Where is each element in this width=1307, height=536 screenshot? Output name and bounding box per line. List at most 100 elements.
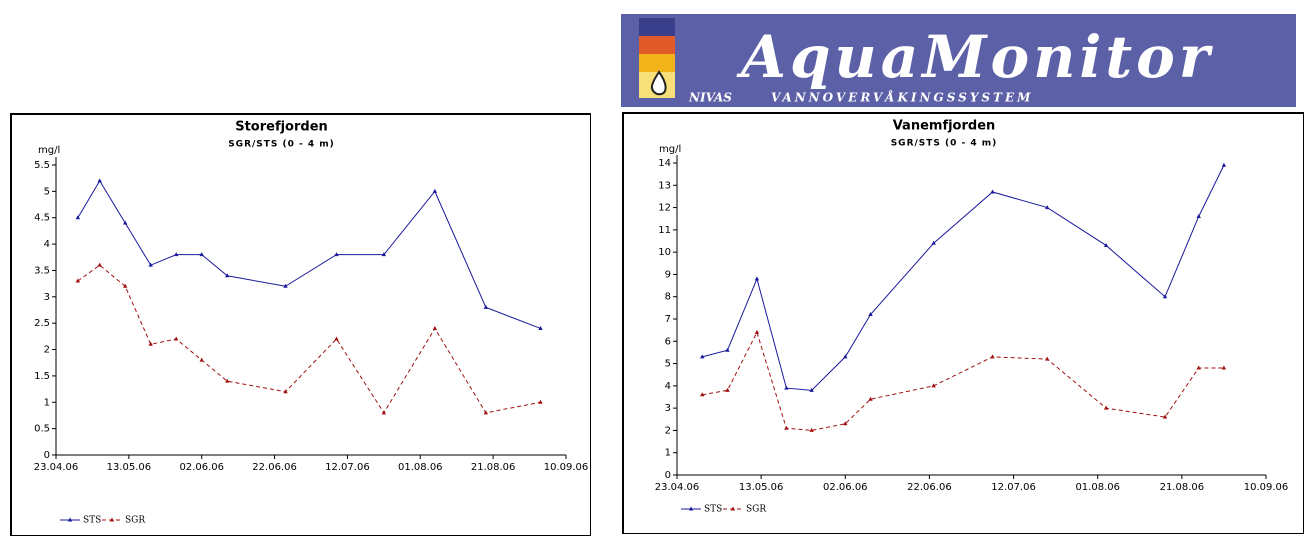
chart-title: Vanemfjorden xyxy=(893,119,996,134)
point xyxy=(334,336,339,341)
y-tick-label: 10 xyxy=(658,247,671,258)
y-tick-label: 4 xyxy=(665,381,671,392)
point xyxy=(809,427,814,432)
x-tick-label: 23.04.06 xyxy=(34,462,79,473)
point xyxy=(1045,356,1050,361)
point xyxy=(868,396,873,401)
point xyxy=(123,220,128,225)
x-tick-label: 01.08.06 xyxy=(1075,482,1120,493)
point xyxy=(1103,405,1109,410)
y-tick-label: 0 xyxy=(665,470,671,481)
x-tick-label: 02.06.06 xyxy=(823,482,868,493)
y-tick-label: 2 xyxy=(44,345,50,356)
point xyxy=(1196,365,1201,370)
x-tick-label: 13.05.06 xyxy=(739,482,784,493)
frame xyxy=(11,114,590,535)
point xyxy=(97,262,102,267)
x-tick-label: 21.08.06 xyxy=(1160,482,1205,493)
y-tick-label: 6 xyxy=(665,336,671,347)
legend-marker xyxy=(730,506,736,511)
point xyxy=(1103,242,1109,247)
point xyxy=(334,252,339,257)
point xyxy=(174,336,179,341)
legend-marker xyxy=(109,517,115,522)
y-tick-label: 2 xyxy=(665,425,671,436)
x-tick-label: 21.08.06 xyxy=(471,462,516,473)
x-tick-label: 10.09.06 xyxy=(1244,482,1289,493)
point xyxy=(381,410,387,415)
y-tick-label: 7 xyxy=(665,314,671,325)
point xyxy=(538,399,543,404)
y-tick-label: 3.5 xyxy=(34,265,50,276)
point xyxy=(725,347,730,352)
point xyxy=(931,383,936,388)
y-tick-label: 5.5 xyxy=(34,160,50,171)
point xyxy=(483,410,489,415)
point xyxy=(843,354,848,359)
y-tick-label: 2.5 xyxy=(34,318,50,329)
logo-tagline: NIVAS xyxy=(688,91,732,105)
point xyxy=(931,240,936,245)
point xyxy=(174,252,179,257)
legend-label: STS xyxy=(83,516,101,526)
point xyxy=(1162,414,1168,419)
point xyxy=(700,392,705,397)
y-tick-label: 3 xyxy=(665,403,671,414)
point xyxy=(75,215,81,220)
x-tick-label: 23.04.06 xyxy=(655,482,700,493)
logo: AquaMonitor NIVAS VANNOVERVÅKINGSSYSTEM xyxy=(621,14,1296,107)
point xyxy=(1221,162,1227,167)
legend-label: SGR xyxy=(746,505,766,515)
x-tick-label: 01.08.06 xyxy=(398,462,443,473)
logo-background xyxy=(621,14,1296,107)
y-tick-label: 0.5 xyxy=(34,424,50,435)
point xyxy=(809,387,814,392)
y-tick-label: 5 xyxy=(665,359,671,370)
legend-label: STS xyxy=(704,505,722,515)
point xyxy=(225,273,230,278)
point xyxy=(148,341,153,346)
y-tick-label: 0 xyxy=(44,450,50,461)
chart: Storefjorden SGR/STS (0 - 4 m) mg/l 0 0.5 1 1.… xyxy=(10,113,591,536)
y-tick-label: 1 xyxy=(44,397,50,408)
y-tick-label: 1 xyxy=(665,448,671,459)
point xyxy=(725,387,730,392)
y-tick-label: 13 xyxy=(658,180,671,191)
x-tick-label: 22.06.06 xyxy=(907,482,952,493)
point xyxy=(754,276,760,281)
point xyxy=(1162,294,1168,299)
y-tick-label: 4 xyxy=(44,239,50,250)
y-tick-label: 3 xyxy=(44,292,50,303)
point xyxy=(283,389,288,394)
logo-tagline: VANNOVERVÅKINGSSYSTEM xyxy=(771,90,1033,105)
point xyxy=(225,378,230,383)
x-tick-label: 22.06.06 xyxy=(252,462,297,473)
y-axis-label: mg/l xyxy=(659,144,681,155)
point xyxy=(199,252,204,257)
x-tick-label: 10.09.06 xyxy=(544,462,589,473)
chart-subtitle: SGR/STS (0 - 4 m) xyxy=(228,140,335,150)
point xyxy=(990,189,995,194)
point xyxy=(754,329,760,334)
point xyxy=(283,283,288,288)
frame xyxy=(623,113,1303,533)
x-tick-label: 13.05.06 xyxy=(107,462,152,473)
series-line xyxy=(702,165,1225,391)
point xyxy=(538,325,543,330)
point xyxy=(148,262,153,267)
point xyxy=(700,354,705,359)
legend-marker xyxy=(688,506,694,511)
point xyxy=(199,357,204,362)
point xyxy=(75,278,81,283)
point xyxy=(483,304,489,309)
point xyxy=(381,252,387,257)
series-line xyxy=(77,179,541,329)
series-line xyxy=(77,264,541,414)
y-tick-label: 8 xyxy=(665,292,671,303)
y-tick-label: 11 xyxy=(658,225,671,236)
y-tick-label: 14 xyxy=(658,158,671,169)
point xyxy=(1045,205,1050,210)
y-tick-label: 9 xyxy=(665,269,671,280)
